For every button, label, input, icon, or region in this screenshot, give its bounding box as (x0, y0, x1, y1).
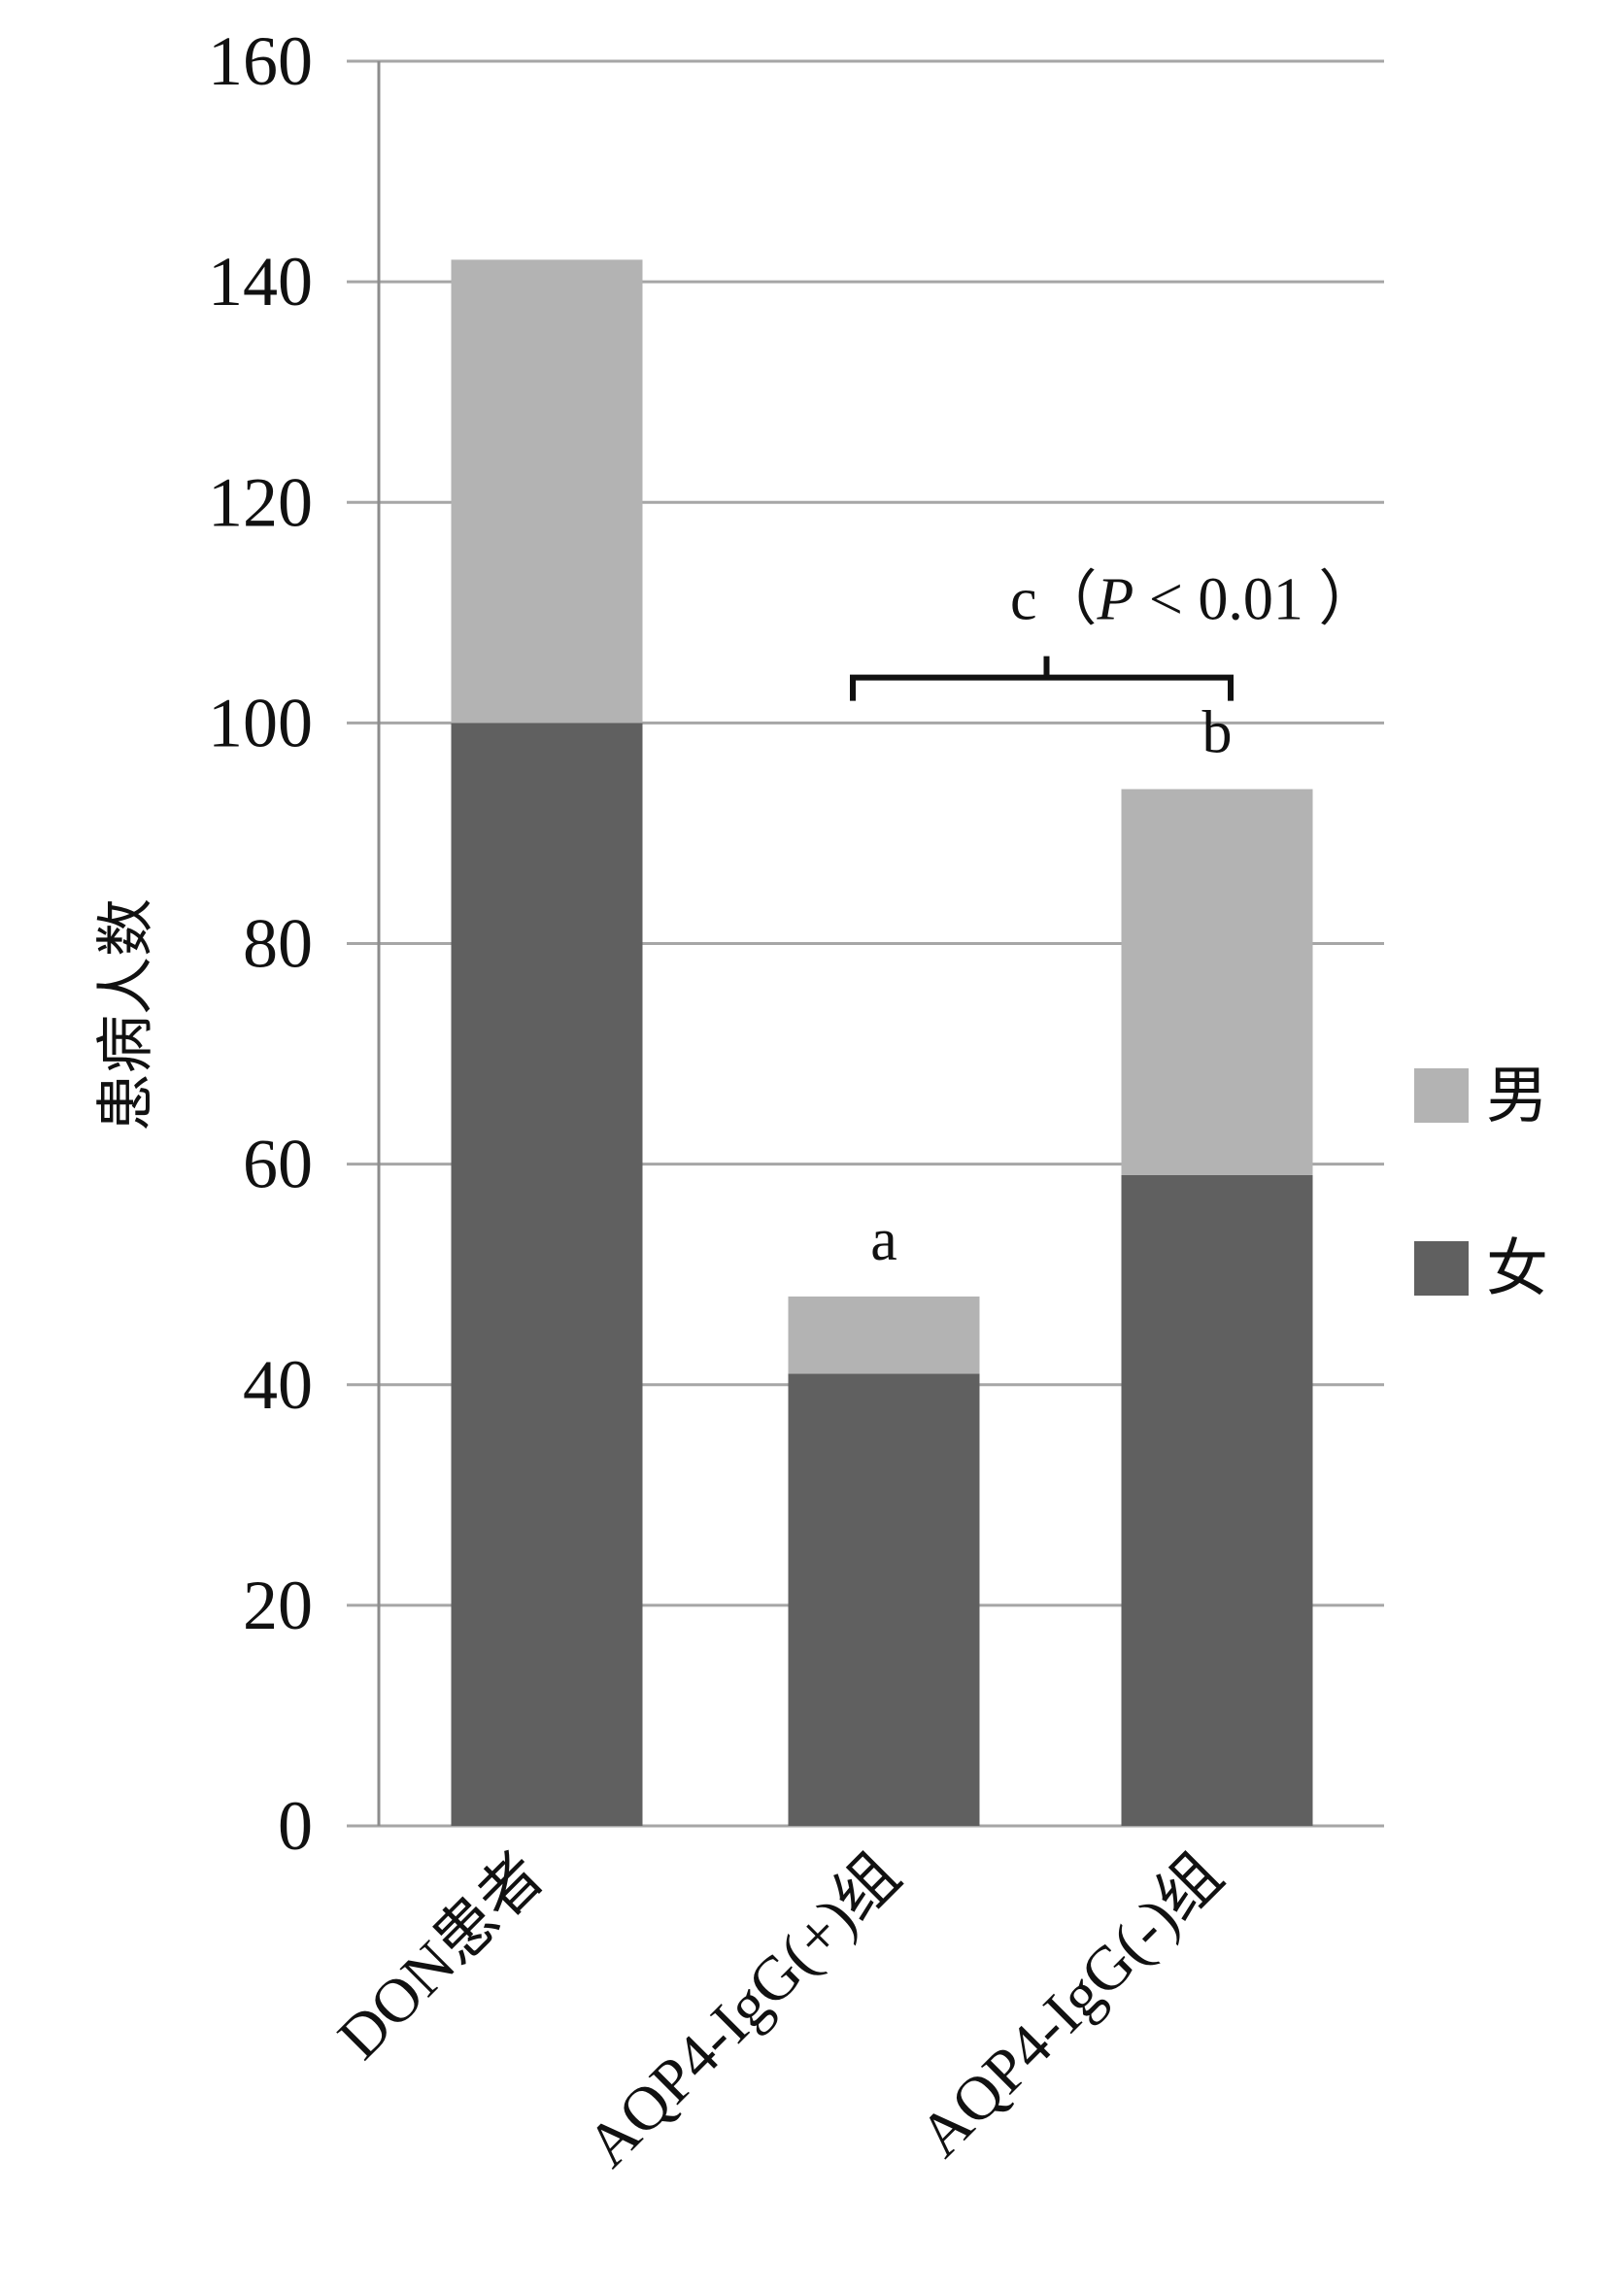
category-label: AQP4-IgG(+)组 (573, 1840, 913, 2180)
y-tick-label: 80 (243, 905, 313, 983)
legend-label: 女 (1486, 1233, 1548, 1305)
y-axis: 0 20 40 60 80 100 120 140 160 (208, 22, 381, 1865)
bar-annotation: a (870, 1207, 897, 1273)
bar-segment-男-0 (451, 259, 643, 724)
y-axis-label: 患病人数 (92, 898, 160, 1131)
annotations: a b c（P < 0.01 ） (850, 567, 1378, 1273)
y-tick-label: 160 (208, 22, 313, 100)
legend-swatch-男 (1414, 1068, 1469, 1123)
bar-segment-男-1 (788, 1296, 980, 1374)
bar-segment-女-2 (1121, 1174, 1313, 1826)
legend-label: 男 (1486, 1061, 1548, 1132)
bar-annotation: b (1202, 700, 1233, 766)
bar-segment-女-0 (451, 723, 643, 1826)
y-tick-label: 0 (278, 1787, 313, 1865)
y-tick-label: 140 (208, 243, 313, 320)
category-label: AQP4-IgG(-)组 (906, 1840, 1235, 2170)
significance-bracket (850, 656, 1234, 701)
bars (451, 259, 1313, 1826)
legend-swatch-女 (1414, 1241, 1469, 1296)
y-tick-label: 40 (243, 1346, 313, 1424)
bar-segment-男-2 (1121, 789, 1313, 1175)
legend: 男女 (1414, 1061, 1548, 1305)
y-tick-label: 60 (243, 1126, 313, 1203)
significance-label: c（P < 0.01 ） (1010, 567, 1378, 633)
y-tick-label: 100 (208, 684, 313, 761)
category-label: DON患者 (324, 1840, 557, 2073)
bar-segment-女-1 (788, 1373, 980, 1826)
y-tick-label: 20 (243, 1567, 313, 1644)
y-tick-label: 120 (208, 463, 313, 541)
